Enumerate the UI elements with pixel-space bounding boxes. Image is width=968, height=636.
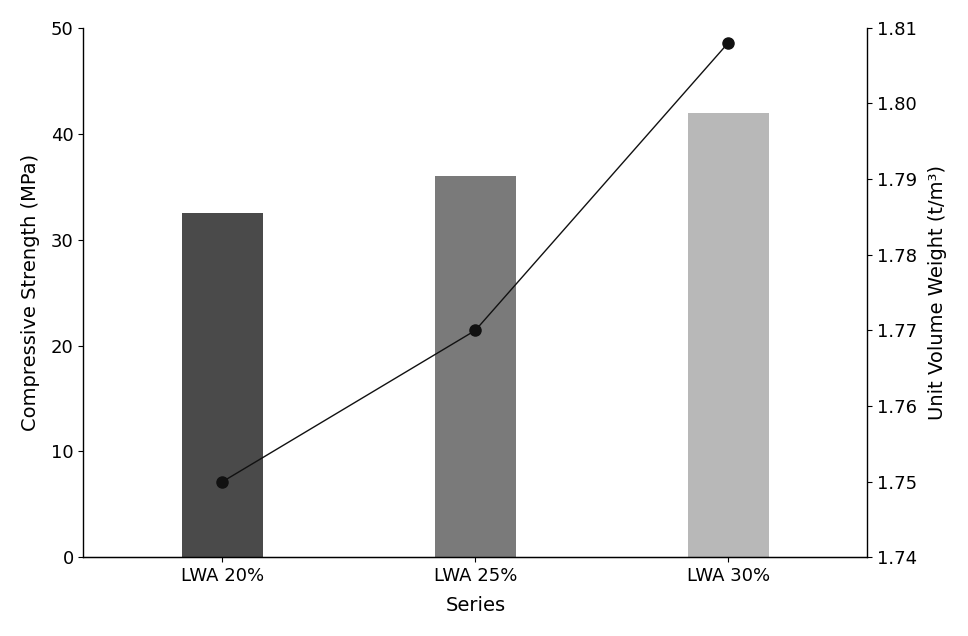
Bar bbox=[435, 176, 516, 557]
Bar bbox=[687, 113, 769, 557]
Y-axis label: Compressive Strength (MPa): Compressive Strength (MPa) bbox=[21, 154, 40, 431]
X-axis label: Series: Series bbox=[445, 596, 505, 615]
Y-axis label: Unit Volume Weight (t/m³): Unit Volume Weight (t/m³) bbox=[928, 165, 947, 420]
Bar bbox=[182, 213, 263, 557]
